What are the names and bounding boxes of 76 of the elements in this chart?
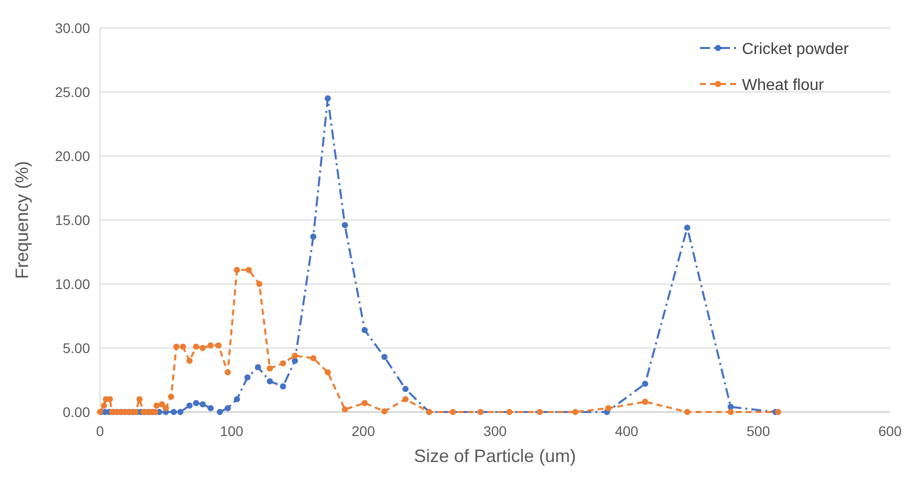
x-tick-label: 100 bbox=[220, 423, 244, 439]
legend-label: Cricket powder bbox=[742, 41, 850, 58]
point bbox=[402, 396, 409, 402]
point bbox=[200, 344, 206, 352]
y-axis-title: Frequency (%) bbox=[12, 160, 32, 280]
point bbox=[728, 408, 734, 416]
point bbox=[310, 355, 316, 362]
y-tick-label: 15.00 bbox=[54, 212, 90, 228]
x-tick-label: 500 bbox=[746, 423, 770, 439]
point bbox=[450, 408, 456, 416]
point bbox=[280, 383, 286, 390]
point bbox=[280, 360, 286, 366]
point bbox=[310, 234, 316, 240]
legend-label: Wheat flour bbox=[742, 77, 824, 94]
point bbox=[136, 396, 143, 402]
point bbox=[572, 408, 578, 416]
point bbox=[324, 369, 331, 376]
point bbox=[684, 224, 690, 231]
point bbox=[177, 408, 184, 416]
point bbox=[186, 358, 193, 364]
y-tick-label: 20.00 bbox=[54, 148, 90, 164]
point bbox=[170, 408, 177, 416]
point bbox=[684, 408, 690, 416]
point bbox=[342, 406, 348, 413]
point bbox=[254, 364, 262, 370]
point bbox=[381, 408, 388, 414]
point bbox=[224, 405, 231, 412]
point bbox=[477, 408, 484, 416]
point bbox=[324, 95, 331, 102]
point bbox=[536, 408, 543, 416]
point bbox=[154, 402, 160, 409]
x-tick-label: 300 bbox=[483, 423, 507, 439]
point bbox=[186, 402, 193, 409]
y-tick-label: 5.00 bbox=[62, 340, 90, 356]
point bbox=[215, 342, 222, 349]
point bbox=[342, 222, 348, 228]
point bbox=[292, 358, 298, 364]
point bbox=[266, 365, 273, 372]
point bbox=[173, 344, 180, 350]
point bbox=[256, 280, 262, 288]
point bbox=[224, 369, 231, 376]
point bbox=[244, 374, 251, 381]
point bbox=[193, 400, 200, 406]
point bbox=[642, 398, 648, 405]
point bbox=[193, 344, 200, 350]
y-tick-label: 30.00 bbox=[54, 20, 90, 36]
point bbox=[180, 344, 186, 350]
x-tick-label: 400 bbox=[614, 423, 639, 439]
point bbox=[208, 405, 214, 412]
point bbox=[168, 394, 174, 400]
point bbox=[234, 396, 240, 402]
point bbox=[246, 266, 252, 274]
point bbox=[381, 354, 388, 360]
x-axis-title: Size of Particle (um) bbox=[414, 446, 576, 466]
point bbox=[292, 352, 298, 359]
point bbox=[200, 401, 206, 408]
x-tick-label: 600 bbox=[878, 423, 902, 439]
point bbox=[158, 401, 165, 408]
point bbox=[266, 378, 273, 384]
point bbox=[506, 408, 513, 416]
point bbox=[402, 386, 409, 392]
point bbox=[208, 342, 214, 349]
point bbox=[216, 408, 223, 416]
point bbox=[234, 266, 240, 274]
point bbox=[362, 400, 368, 406]
y-tick-label: 0.00 bbox=[62, 404, 90, 420]
point bbox=[642, 380, 648, 387]
point bbox=[774, 408, 782, 416]
y-tick-label: 25.00 bbox=[54, 84, 90, 100]
x-tick-label: 0 bbox=[96, 423, 104, 439]
point bbox=[100, 402, 108, 409]
x-tick-label: 200 bbox=[352, 423, 376, 439]
point bbox=[605, 405, 612, 412]
y-tick-label: 10.00 bbox=[54, 276, 90, 292]
point bbox=[162, 405, 169, 412]
point bbox=[362, 326, 368, 334]
